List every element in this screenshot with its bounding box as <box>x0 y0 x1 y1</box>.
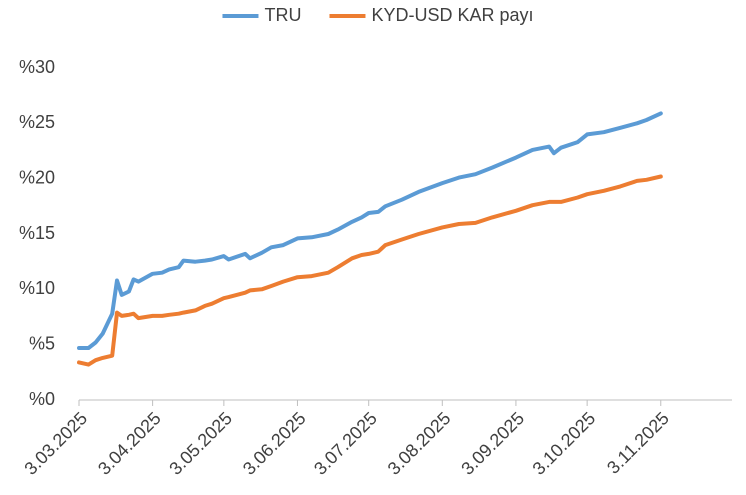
y-tick-label: %10 <box>19 278 55 298</box>
x-tick-label: 3.05.2025 <box>165 408 236 479</box>
x-tick-label: 3.10.2025 <box>529 408 600 479</box>
legend: TRU KYD-USD KAR payı <box>222 5 534 25</box>
legend-label: KYD-USD KAR payı <box>371 5 533 25</box>
x-tick-label: 3.03.2025 <box>20 408 91 479</box>
x-tick-label: 3.04.2025 <box>94 408 165 479</box>
y-tick-label: %20 <box>19 167 55 187</box>
x-tick-label: 3.08.2025 <box>384 408 455 479</box>
legend-item: TRU <box>222 5 301 25</box>
y-tick-label: %5 <box>29 333 55 353</box>
series-line <box>77 174 663 367</box>
legend-item: KYD-USD KAR payı <box>329 5 534 25</box>
y-tick-label: %25 <box>19 112 55 132</box>
legend-label: TRU <box>264 5 301 25</box>
x-tick-label: 3.07.2025 <box>310 408 381 479</box>
y-tick-label: %30 <box>19 57 55 77</box>
x-tick-label: 3.09.2025 <box>457 408 528 479</box>
series-line <box>77 111 663 350</box>
x-tick-label: 3.11.2025 <box>603 408 673 478</box>
y-tick-label: %15 <box>19 223 55 243</box>
y-tick-label: %0 <box>29 389 55 409</box>
x-tick-label: 3.06.2025 <box>239 408 310 479</box>
